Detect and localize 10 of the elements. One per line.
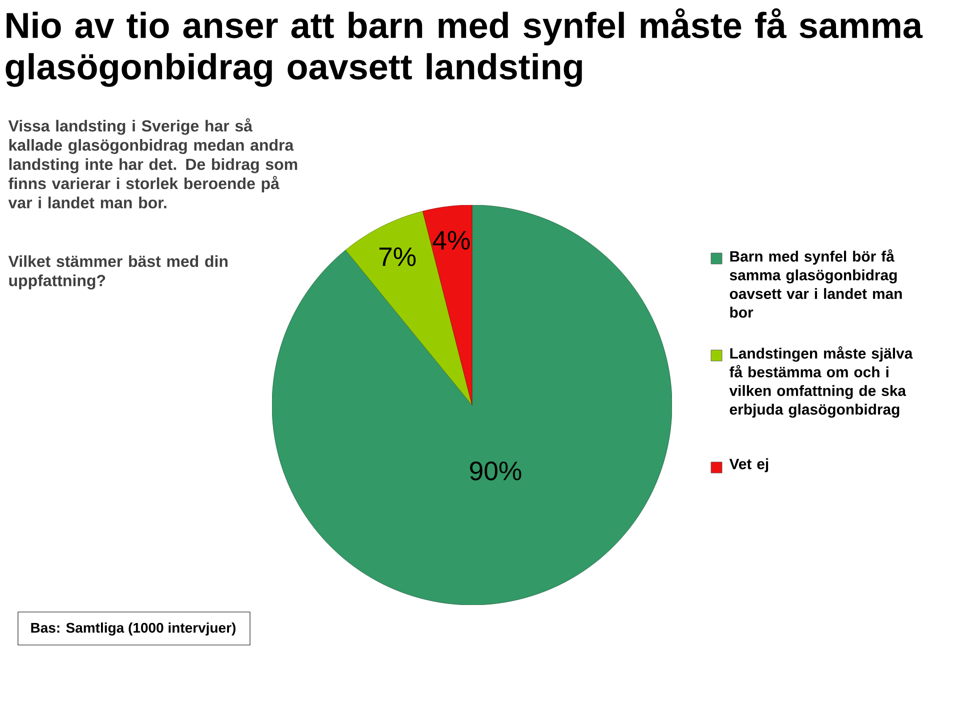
legend-label: Barn med synfel bör få samma glasögonbidrag oavsett var i landet man bor — [730, 249, 902, 318]
text: Bas: Samtliga (1000 intervjuer) — [31, 622, 236, 636]
data-label: 7% — [379, 247, 416, 266]
legend-label: Landstingen måste själva få bestämma om och i vilken omfattning de ska erbjuda glasögonbidrag — [729, 346, 913, 418]
text: Vilket stämmer bäst med din uppfattning? — [8, 255, 228, 290]
data-label: 90% — [470, 462, 522, 480]
data-label: 4% — [432, 230, 470, 250]
chart-title: Nio av tio anser att barn med synfel måste få samma glasögonbidrag oavsett landsting — [6, 8, 923, 87]
legend-label: Vet ej — [729, 458, 768, 472]
chart-subtitle: Vissa landsting i Sverige har så kallade glasögonbidrag medan andra landsting inte har det. De bidrag som finns varierar i storlek beroende på var i landet man bor. — [8, 118, 298, 208]
